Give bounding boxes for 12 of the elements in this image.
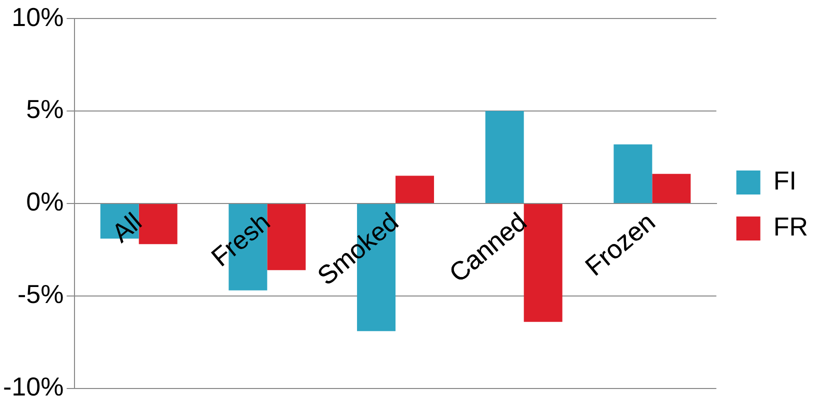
x-tick-label: All <box>106 206 148 248</box>
bar <box>485 111 524 203</box>
y-tick-label: 0% <box>26 186 64 217</box>
legend-label: FR <box>773 212 808 242</box>
bar <box>652 174 691 203</box>
bar <box>396 176 434 203</box>
y-tick-label: -10% <box>2 372 64 402</box>
bar <box>614 144 652 203</box>
y-tick-label: 10% <box>12 2 64 32</box>
y-tick-label: 5% <box>26 94 64 124</box>
legend-label: FI <box>773 166 796 196</box>
y-tick-label: -5% <box>17 279 64 310</box>
